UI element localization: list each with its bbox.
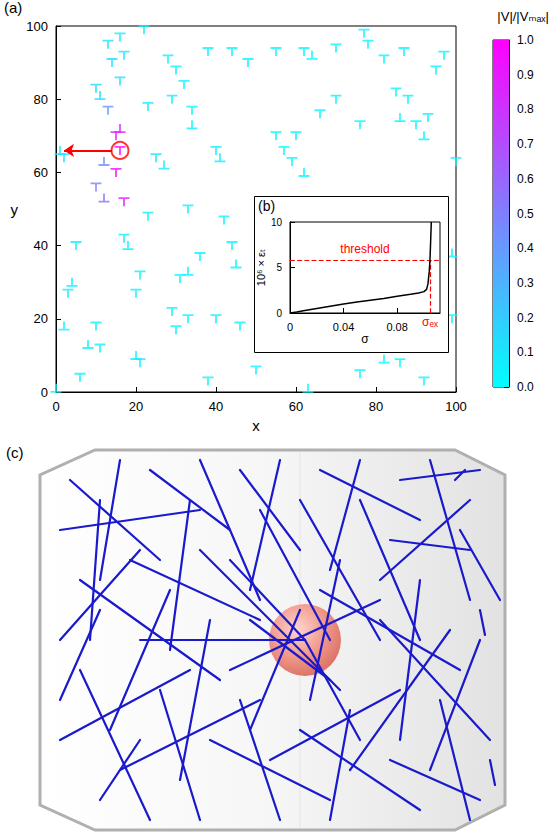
svg-text:0: 0 [276, 308, 282, 319]
svg-text:80: 80 [34, 92, 48, 107]
svg-text:threshold: threshold [340, 242, 389, 256]
svg-text:10: 10 [271, 217, 283, 228]
svg-text:x: x [252, 417, 260, 434]
svg-text:σₑₓ: σₑₓ [422, 315, 438, 329]
svg-text:40: 40 [209, 399, 223, 414]
svg-text:1.0: 1.0 [517, 33, 534, 47]
svg-text:0.0: 0.0 [517, 380, 534, 394]
svg-text:0: 0 [287, 321, 293, 333]
svg-text:0.6: 0.6 [517, 172, 534, 186]
svg-text:40: 40 [34, 238, 48, 253]
svg-text:|V|/|Vₘₐₓ|: |V|/|Vₘₐₓ| [497, 9, 549, 24]
svg-text:20: 20 [129, 399, 143, 414]
svg-text:(a): (a) [4, 0, 22, 16]
svg-text:0.9: 0.9 [517, 68, 534, 82]
svg-text:20: 20 [34, 311, 48, 326]
svg-text:10⁶ × εₜ: 10⁶ × εₜ [255, 249, 267, 286]
svg-text:100: 100 [445, 399, 467, 414]
svg-text:100: 100 [26, 19, 48, 34]
svg-text:0.3: 0.3 [517, 276, 534, 290]
svg-text:0.7: 0.7 [517, 137, 534, 151]
svg-text:(b): (b) [258, 198, 275, 214]
svg-text:(c): (c) [6, 444, 24, 461]
svg-text:80: 80 [369, 399, 383, 414]
svg-text:0.5: 0.5 [517, 207, 534, 221]
svg-text:60: 60 [34, 165, 48, 180]
svg-text:0.1: 0.1 [517, 345, 534, 359]
svg-text:0: 0 [52, 399, 59, 414]
svg-text:0.04: 0.04 [333, 321, 354, 333]
svg-text:0.2: 0.2 [517, 311, 534, 325]
svg-text:0.08: 0.08 [386, 321, 407, 333]
svg-text:0.4: 0.4 [517, 241, 534, 255]
svg-text:0.8: 0.8 [517, 102, 534, 116]
svg-text:0: 0 [41, 385, 48, 400]
svg-text:σ: σ [361, 332, 369, 346]
svg-text:60: 60 [289, 399, 303, 414]
svg-text:5: 5 [276, 262, 282, 273]
svg-text:y: y [11, 201, 19, 218]
